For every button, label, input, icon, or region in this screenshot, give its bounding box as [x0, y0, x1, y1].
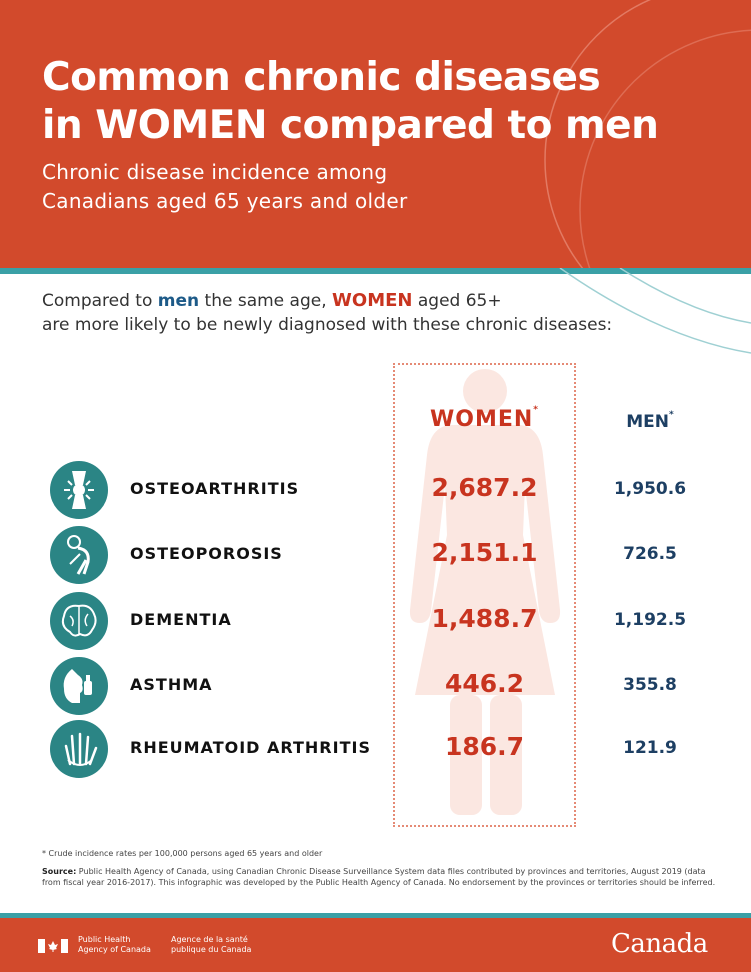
disease-label: OSTEOPOROSIS — [130, 544, 283, 563]
intro-part-2: the same age, — [199, 291, 333, 311]
inhaler-icon — [50, 657, 108, 715]
header-divider — [0, 268, 751, 274]
agency-fr-line-2: publique du Canada — [171, 945, 252, 954]
title-line-2: in WOMEN compared to men — [42, 103, 659, 148]
disease-row-osteoarthritis: OSTEOARTHRITIS 2,687.2 1,950.6 — [0, 461, 751, 521]
title-line-1: Common chronic diseases — [42, 55, 601, 100]
women-header-marker: * — [533, 405, 540, 415]
agency-name-en: Public Health Agency of Canada — [78, 935, 151, 955]
men-rate: 1,950.6 — [613, 479, 687, 499]
footer-divider — [0, 913, 751, 918]
agency-name-fr: Agence de la santé publique du Canada — [171, 935, 251, 955]
agency-en-line-1: Public Health — [78, 935, 131, 944]
canada-wordmark: Canada — [611, 929, 708, 959]
brain-icon — [50, 592, 108, 650]
page-subtitle: Chronic disease incidence among Canadian… — [42, 158, 408, 216]
intro-part-3: aged 65+ — [412, 291, 502, 311]
intro-line-2: are more likely to be newly diagnosed wi… — [42, 315, 613, 335]
hand-icon — [50, 720, 108, 778]
subtitle-line-2: Canadians aged 65 years and older — [42, 189, 408, 213]
women-rate: 1,488.7 — [431, 604, 538, 633]
women-rate: 2,151.1 — [431, 538, 538, 567]
intro-part-1: Compared to — [42, 291, 158, 311]
footer-bar: Public Health Agency of Canada Agence de… — [0, 918, 751, 972]
intro-text: Compared to men the same age, WOMEN aged… — [42, 289, 722, 337]
men-rate: 355.8 — [623, 675, 677, 695]
column-header-men: MEN* — [600, 410, 700, 432]
decorative-rings — [544, 0, 751, 268]
canada-flag-icon — [38, 939, 68, 953]
disease-label: OSTEOARTHRITIS — [130, 479, 300, 498]
women-rate: 2,687.2 — [431, 473, 538, 502]
intro-women: WOMEN — [332, 290, 413, 311]
footnote: * Crude incidence rates per 100,000 pers… — [42, 849, 323, 858]
subtitle-line-1: Chronic disease incidence among — [42, 160, 388, 184]
women-header-label: WOMEN — [429, 407, 534, 432]
source-text: Public Health Agency of Canada, using Ca… — [42, 867, 716, 887]
women-rate: 186.7 — [444, 732, 525, 761]
joint-icon — [50, 461, 108, 519]
intro-men: men — [157, 291, 200, 311]
disease-label: ASTHMA — [130, 675, 213, 694]
disease-row-osteoporosis: OSTEOPOROSIS 2,151.1 726.5 — [0, 526, 751, 586]
men-rate: 726.5 — [623, 544, 677, 564]
disease-row-rheumatoid-arthritis: RHEUMATOID ARTHRITIS 186.7 121.9 — [0, 720, 751, 780]
men-header-marker: * — [669, 410, 674, 420]
agency-en-line-2: Agency of Canada — [78, 945, 151, 954]
header-banner: Common chronic diseases in WOMEN compare… — [0, 0, 751, 268]
women-column-box — [393, 363, 576, 827]
men-header-label: MEN — [626, 412, 670, 432]
page-title: Common chronic diseases in WOMEN compare… — [42, 54, 659, 150]
column-header-women: WOMEN* — [393, 405, 576, 432]
agency-fr-line-1: Agence de la santé — [171, 935, 248, 944]
disease-row-dementia: DEMENTIA 1,488.7 1,192.5 — [0, 592, 751, 652]
disease-row-asthma: ASTHMA 446.2 355.8 — [0, 657, 751, 717]
women-rate: 446.2 — [444, 669, 525, 698]
woman-silhouette-icon — [409, 369, 561, 815]
disease-label: RHEUMATOID ARTHRITIS — [130, 738, 371, 757]
source-label: Source: — [42, 867, 77, 876]
bent-posture-icon — [50, 526, 108, 584]
decorative-arcs — [559, 268, 751, 354]
source-note: Source: Public Health Agency of Canada, … — [42, 866, 722, 888]
disease-label: DEMENTIA — [130, 610, 232, 629]
men-rate: 1,192.5 — [613, 610, 687, 630]
men-rate: 121.9 — [623, 738, 677, 758]
